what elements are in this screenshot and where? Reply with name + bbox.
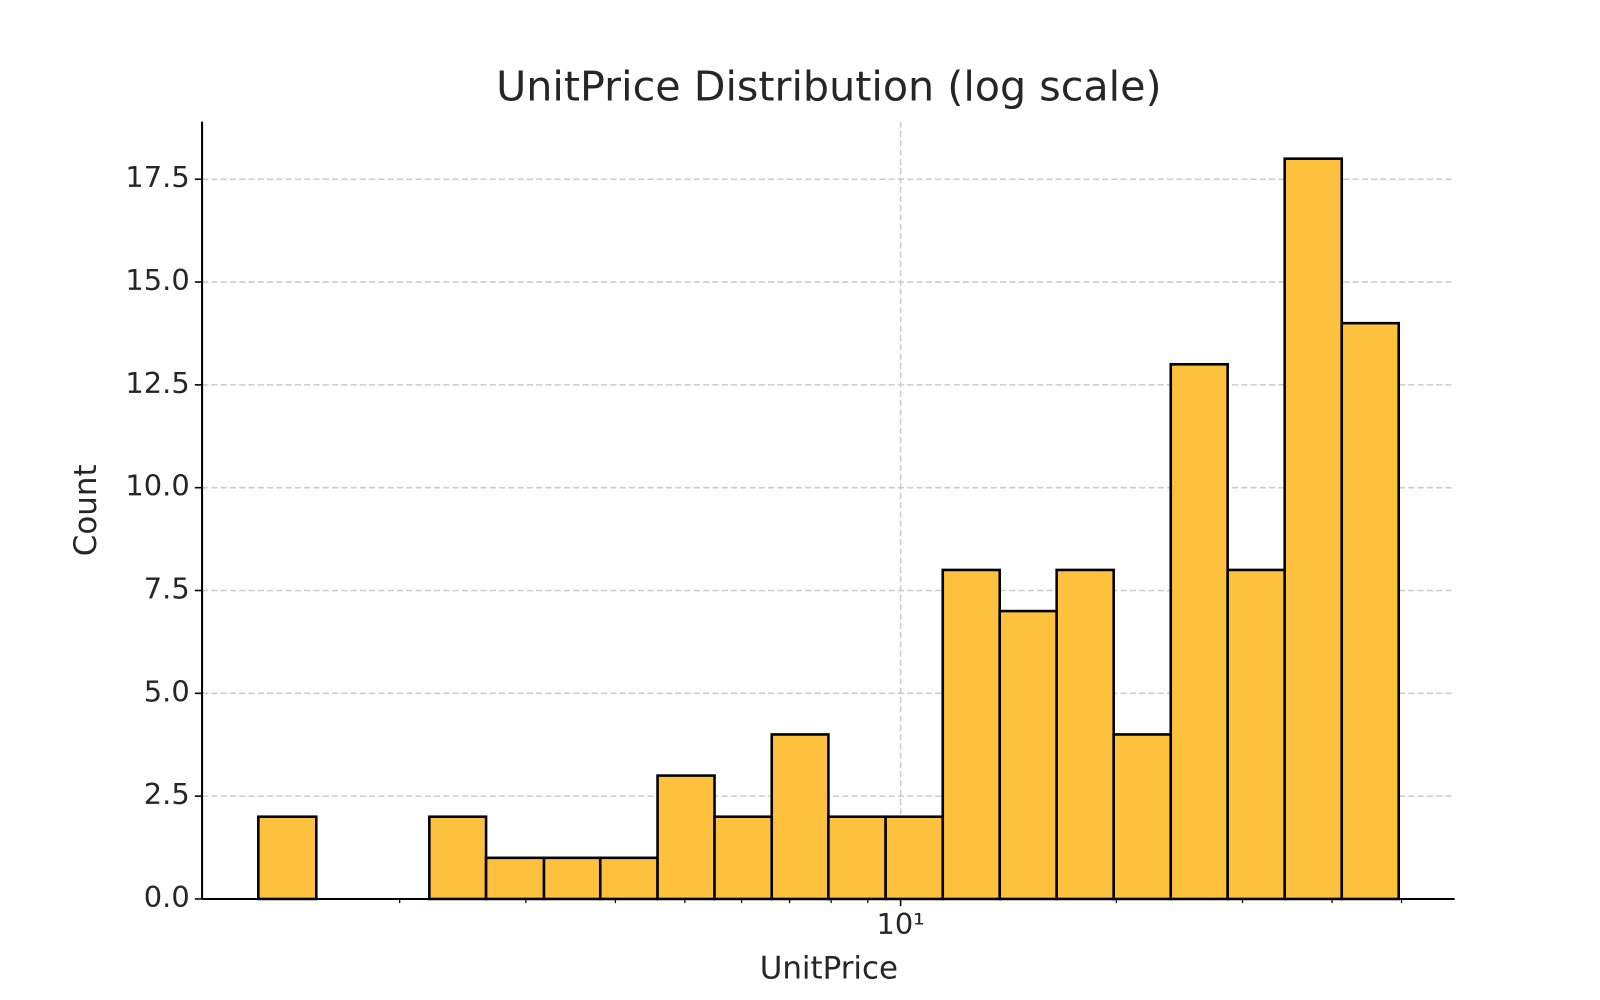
y-tick-label: 17.5 (125, 160, 189, 194)
grid (202, 121, 1455, 900)
axes: 0.0 2.5 5.0 7.5 10.0 12.5 15.0 17.5 10¹ (125, 121, 1455, 941)
bar (598, 856, 659, 901)
bar (428, 815, 488, 901)
x-tick-label: 10¹ (876, 907, 924, 941)
y-tick-label: 7.5 (144, 572, 190, 606)
bar (1226, 568, 1286, 901)
bar (884, 815, 945, 901)
bar (827, 815, 887, 901)
bar (941, 568, 1002, 901)
bar (484, 856, 546, 901)
y-axis-label: Count (68, 464, 104, 556)
y-tick-label: 10.0 (125, 469, 189, 503)
bar (656, 774, 716, 901)
bars (257, 157, 1401, 901)
bar (998, 609, 1058, 901)
bar (1169, 363, 1229, 901)
x-axis-label: UnitPrice (760, 951, 898, 987)
y-tick-label: 15.0 (125, 263, 189, 297)
y-tick-label: 0.0 (144, 880, 190, 914)
bar (1055, 568, 1115, 901)
bar (257, 815, 318, 901)
bar (713, 815, 774, 901)
y-tick-label: 5.0 (144, 674, 190, 708)
bar (1283, 157, 1344, 901)
bar (770, 733, 830, 901)
bar (542, 856, 602, 901)
chart-title: UnitPrice Distribution (log scale) (496, 63, 1161, 111)
bar (1340, 321, 1401, 901)
y-tick-label: 2.5 (144, 777, 190, 811)
bar (1112, 733, 1173, 901)
y-tick-label: 12.5 (125, 366, 189, 400)
